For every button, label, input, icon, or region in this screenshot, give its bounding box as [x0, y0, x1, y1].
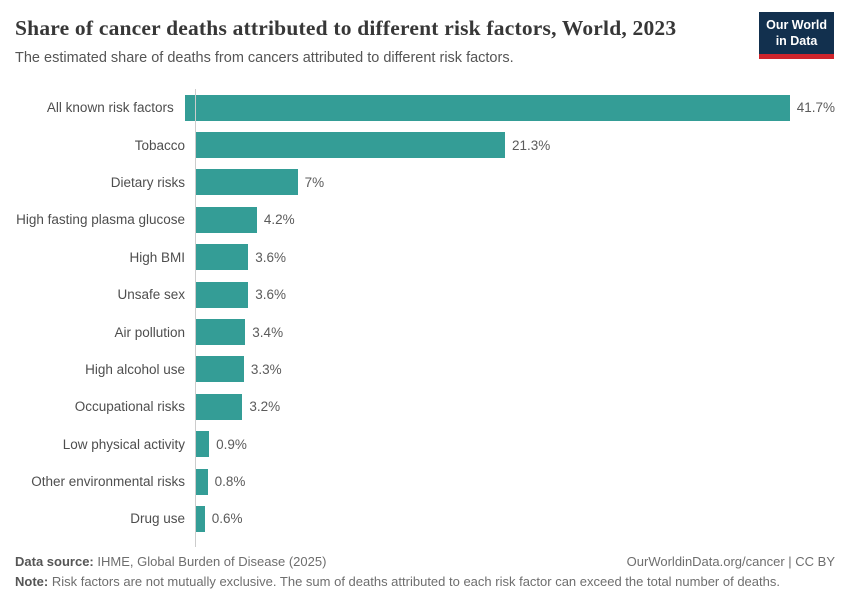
bar-area: 41.7% — [184, 89, 835, 126]
chart-header: Share of cancer deaths attributed to dif… — [15, 12, 835, 66]
chart-footer: Data source: IHME, Global Burden of Dise… — [15, 554, 835, 589]
bar[interactable] — [196, 505, 205, 532]
category-label: Other environmental risks — [31, 474, 185, 490]
category-label: High fasting plasma glucose — [16, 212, 185, 228]
data-source-text: IHME, Global Burden of Disease (2025) — [93, 553, 327, 569]
category-label: All known risk factors — [46, 100, 174, 116]
category-label: Low physical activity — [62, 436, 185, 452]
data-source: Data source: IHME, Global Burden of Dise… — [15, 554, 326, 569]
value-label: 0.8% — [214, 474, 246, 490]
bar-area: 3.6% — [195, 276, 835, 313]
bar-area: 3.4% — [195, 313, 835, 350]
bar[interactable] — [196, 468, 208, 495]
chart-row: High fasting plasma glucose 4.2% — [15, 201, 835, 238]
bar-area: 3.6% — [195, 239, 835, 276]
category-label: High BMI — [129, 249, 185, 265]
bar-area: 0.6% — [195, 500, 835, 537]
value-label: 4.2% — [263, 212, 295, 228]
bar-chart: All known risk factors 41.7% Tobacco 21.3% D… — [15, 89, 835, 547]
data-source-label: Data source: — [15, 553, 94, 569]
bar-area: 3.3% — [195, 351, 835, 388]
footer-source-line: Data source: IHME, Global Burden of Dise… — [15, 554, 835, 569]
bar-area: 0.8% — [195, 463, 835, 500]
category-label: Tobacco — [134, 137, 185, 153]
note-label: Note: — [15, 573, 49, 589]
footer-note-line: Note: Risk factors are not mutually excl… — [15, 574, 835, 589]
category-label: Drug use — [130, 511, 185, 527]
value-label: 0.6% — [211, 511, 243, 527]
value-label: 3.2% — [249, 399, 281, 415]
value-label: 7% — [304, 174, 325, 190]
chart-row: Unsafe sex 3.6% — [15, 276, 835, 313]
bar[interactable] — [196, 431, 210, 458]
category-label: High alcohol use — [85, 361, 185, 377]
chart-row: High alcohol use 3.3% — [15, 351, 835, 388]
chart-row: All known risk factors 41.7% — [15, 89, 835, 126]
owid-logo-line1: Our World — [766, 18, 827, 32]
chart-row: High BMI 3.6% — [15, 239, 835, 276]
value-label: 0.9% — [216, 436, 247, 452]
bar-area: 21.3% — [195, 126, 835, 163]
chart-row: Drug use 0.6% — [15, 500, 835, 537]
bar-area: 7% — [195, 164, 835, 201]
value-label: 3.6% — [255, 249, 286, 265]
owid-logo-line2: in Data — [775, 34, 818, 49]
chart-row: Dietary risks 7% — [15, 164, 835, 201]
value-label: 21.3% — [512, 137, 551, 153]
chart-row: Other environmental risks 0.8% — [15, 463, 835, 500]
bar[interactable] — [196, 281, 249, 308]
chart-row: Air pollution 3.4% — [15, 313, 835, 350]
category-label: Occupational risks — [74, 399, 185, 415]
bar[interactable] — [196, 393, 243, 420]
y-axis-line — [195, 89, 196, 547]
page-title: Share of cancer deaths attributed to dif… — [15, 16, 677, 40]
bar-area: 3.2% — [195, 388, 835, 425]
category-label: Unsafe sex — [117, 287, 185, 303]
category-label: Air pollution — [114, 324, 185, 340]
chart-row: Tobacco 21.3% — [15, 126, 835, 163]
bar[interactable] — [196, 169, 298, 196]
value-label: 3.4% — [252, 324, 284, 340]
bar[interactable] — [196, 206, 257, 233]
chart-row: Occupational risks 3.2% — [15, 388, 835, 425]
bar[interactable] — [196, 244, 249, 271]
chart-row: Low physical activity 0.9% — [15, 426, 835, 463]
bar[interactable] — [196, 132, 505, 159]
attribution-link[interactable]: OurWorldinData.org/cancer | CC BY — [626, 553, 835, 569]
bar[interactable] — [184, 94, 790, 121]
value-label: 3.6% — [255, 287, 286, 303]
category-label: Dietary risks — [110, 174, 185, 190]
bar-area: 0.9% — [195, 426, 835, 463]
owid-logo: Our World in Data — [759, 12, 834, 59]
chart-subtitle: The estimated share of deaths from cance… — [15, 50, 514, 66]
bar-area: 4.2% — [195, 201, 835, 238]
bar[interactable] — [196, 319, 246, 346]
bar[interactable] — [196, 356, 244, 383]
value-label: 41.7% — [796, 100, 835, 116]
note-text: Risk factors are not mutually exclusive.… — [48, 573, 780, 589]
value-label: 3.3% — [250, 361, 282, 377]
